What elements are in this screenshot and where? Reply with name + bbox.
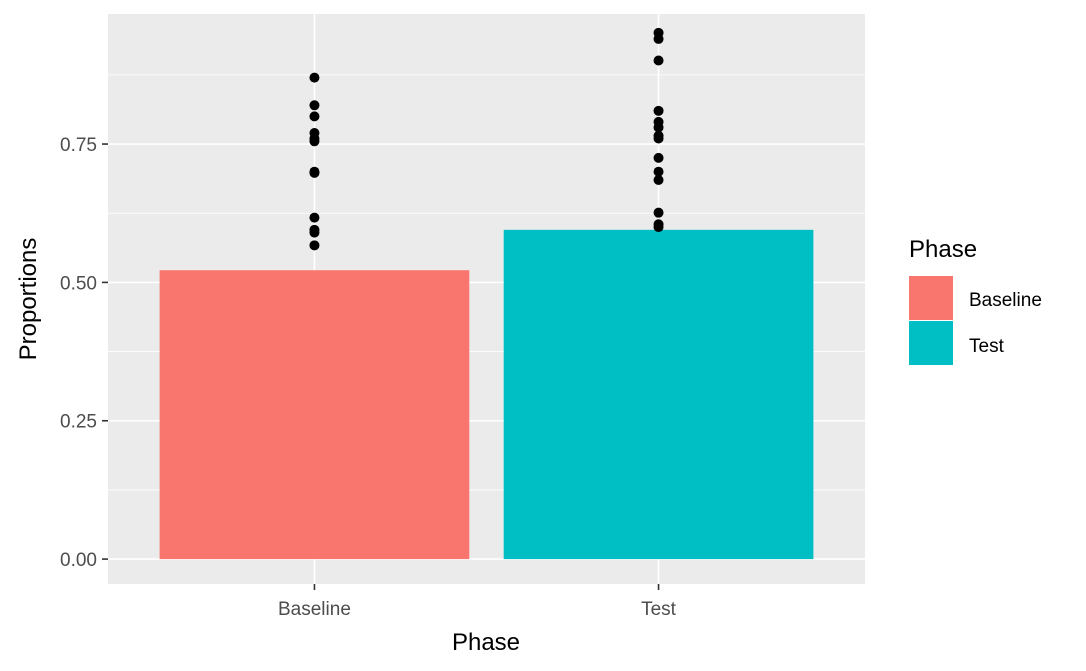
y-axis-title: Proportions xyxy=(15,238,42,361)
x-axis-title: Phase xyxy=(452,629,520,656)
legend-key-test xyxy=(909,321,953,365)
data-point-test xyxy=(653,55,664,66)
legend: Phase Baseline Test xyxy=(909,236,1042,365)
x-tick-label: Baseline xyxy=(278,599,351,620)
y-tick-label: 0.00 xyxy=(60,550,97,571)
data-point-test xyxy=(653,207,664,218)
data-point-baseline xyxy=(309,240,320,251)
data-point-test xyxy=(653,152,664,163)
data-point-baseline xyxy=(309,227,320,238)
bars xyxy=(159,229,814,560)
data-points xyxy=(309,27,664,251)
data-point-baseline xyxy=(309,136,320,147)
data-point-test xyxy=(653,122,664,133)
data-point-test xyxy=(653,175,664,186)
data-point-baseline xyxy=(309,212,320,223)
y-tick-label: 0.50 xyxy=(60,273,97,294)
bar-test xyxy=(503,229,814,560)
x-tick-label: Test xyxy=(641,599,677,620)
data-point-baseline xyxy=(309,111,320,122)
y-tick-label: 0.75 xyxy=(60,135,97,156)
data-point-baseline xyxy=(309,72,320,83)
legend-key-baseline xyxy=(909,276,953,320)
legend-label-test: Test xyxy=(969,336,1005,357)
data-point-test xyxy=(653,166,664,177)
legend-label-baseline: Baseline xyxy=(969,290,1042,311)
y-tick-label: 0.25 xyxy=(60,412,97,433)
data-point-test xyxy=(653,105,664,116)
x-axis: Baseline Test xyxy=(278,584,677,620)
data-point-baseline xyxy=(309,100,320,111)
data-point-test xyxy=(653,133,664,144)
legend-title: Phase xyxy=(909,236,977,263)
y-axis: 0.00 0.25 0.50 0.75 xyxy=(60,135,108,571)
data-point-test xyxy=(653,222,664,233)
bar-baseline xyxy=(159,270,470,560)
data-point-test xyxy=(653,33,664,44)
data-point-baseline xyxy=(309,167,320,178)
